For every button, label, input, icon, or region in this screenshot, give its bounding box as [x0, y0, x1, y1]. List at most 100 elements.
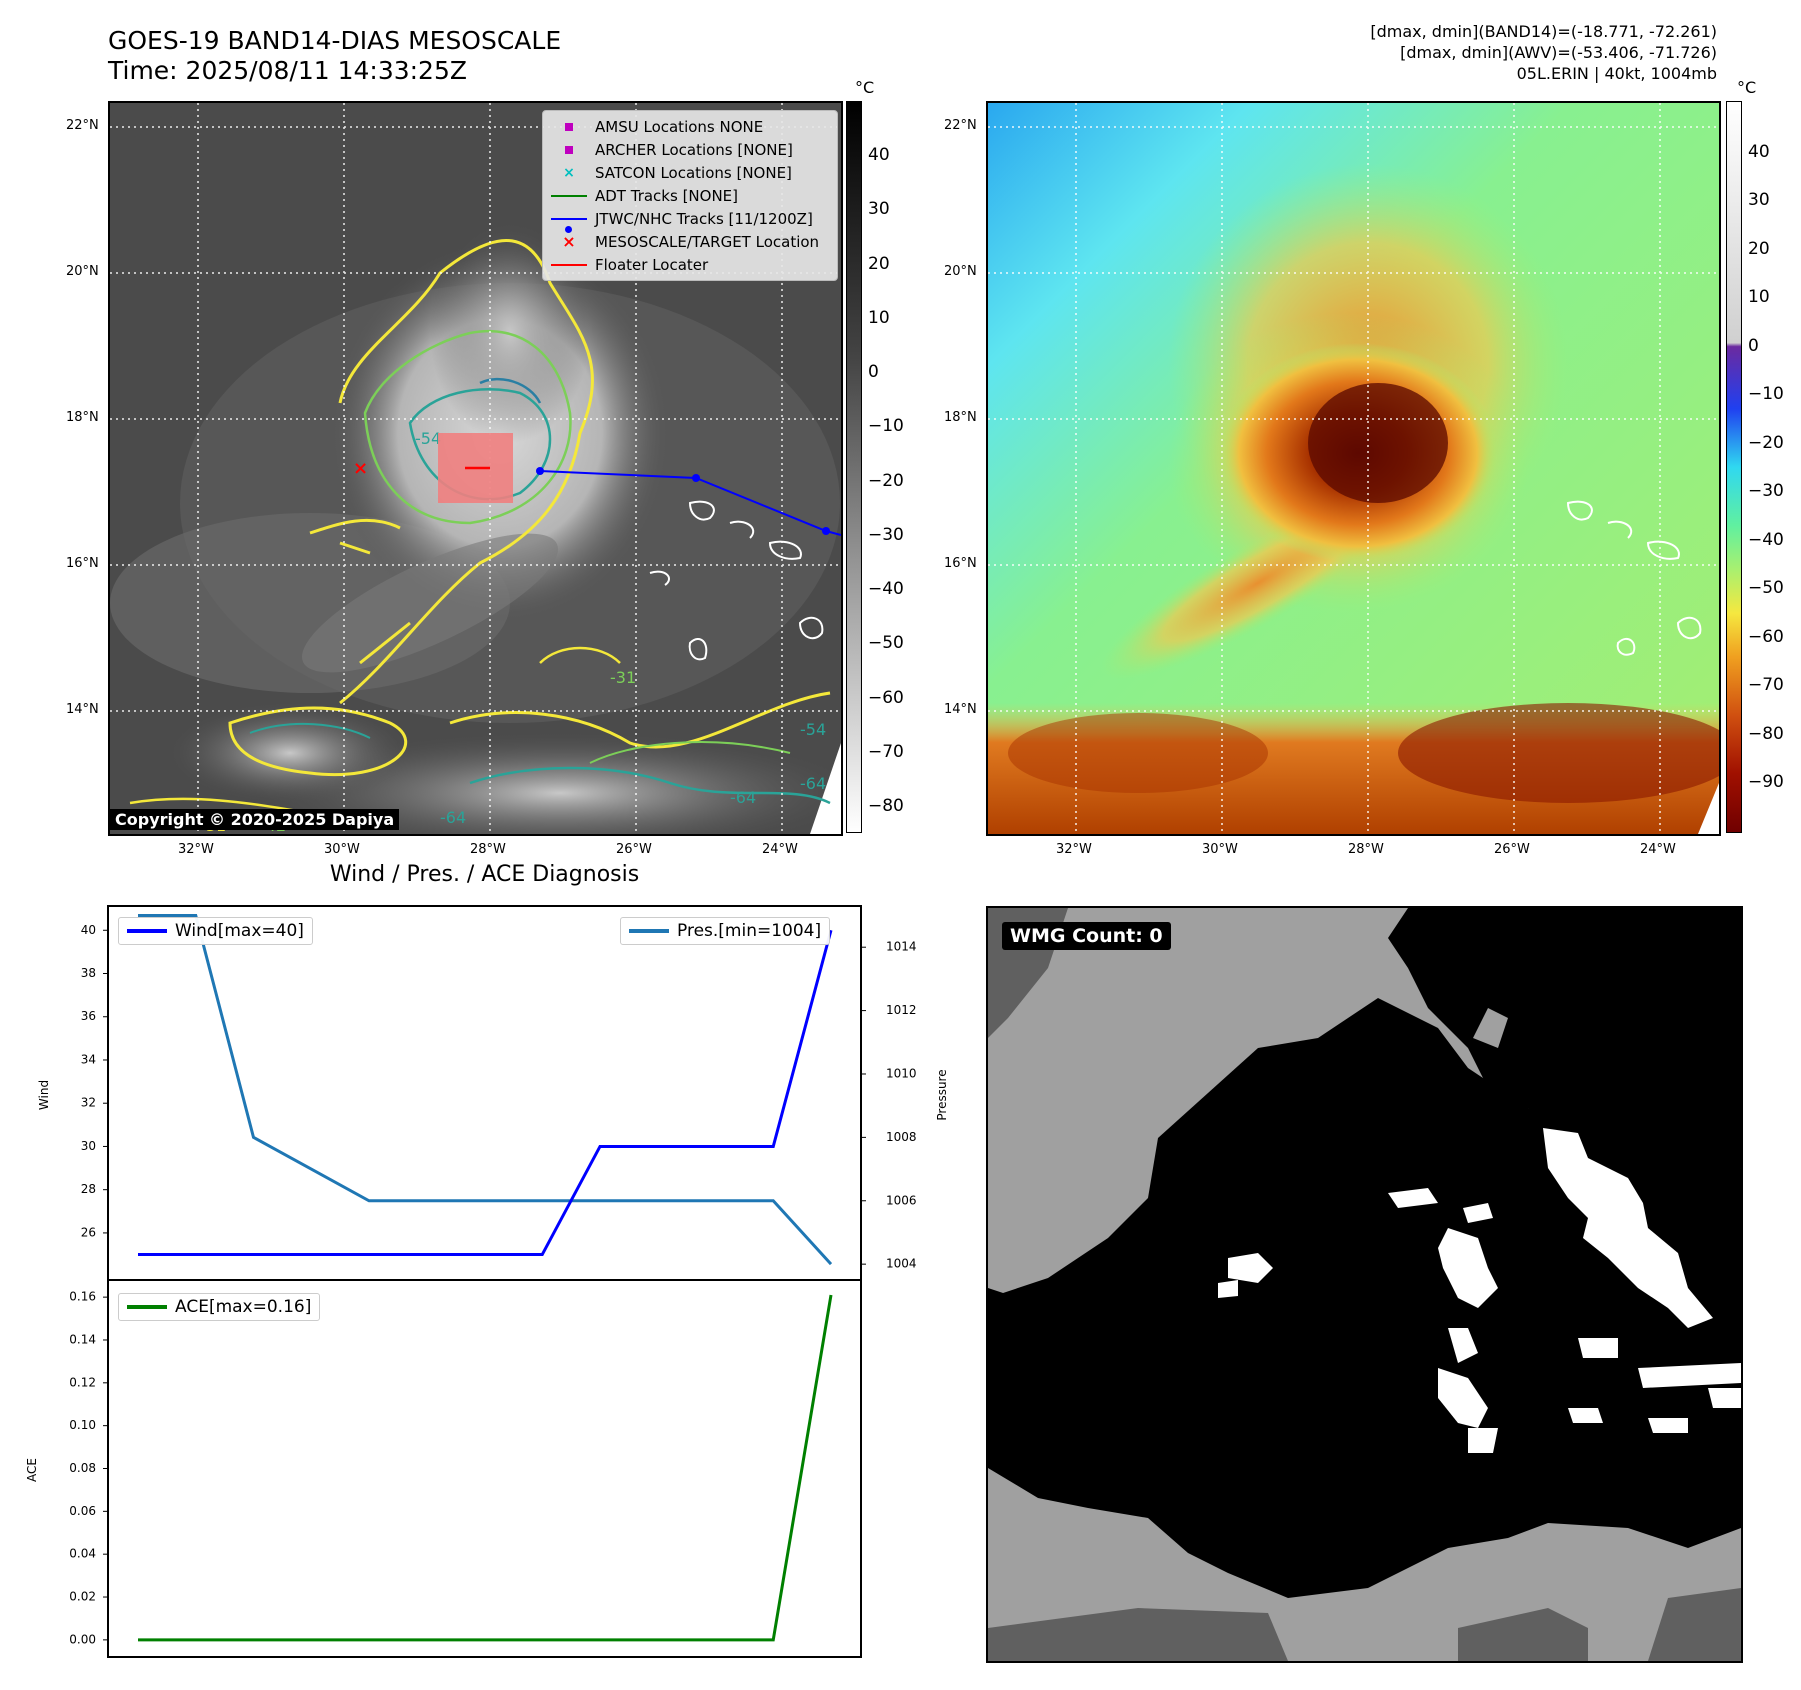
- ace-axis-label: ACE: [25, 1458, 39, 1482]
- contour-label: -64: [800, 774, 826, 793]
- square-marker-icon: [551, 122, 587, 131]
- ir-colorbar-tick: −80: [868, 796, 904, 816]
- awv-info-line1: [dmax, dmin](BAND14)=(-18.771, -72.261): [1370, 22, 1717, 41]
- wind-tick-label: 28: [81, 1182, 96, 1196]
- contour-label: -64: [730, 788, 756, 807]
- ir-lon-tick: 28°W: [470, 842, 506, 857]
- awv-colorbar-tick: 40: [1748, 142, 1770, 162]
- ir-lat-tick: 14°N: [66, 702, 99, 717]
- ir-lat-tick: 16°N: [66, 556, 99, 571]
- pressure-tick-label: 1010: [886, 1066, 917, 1080]
- awv-colorbar-tick: −60: [1748, 627, 1784, 647]
- contour-label: -54: [800, 720, 826, 739]
- ace-line-swatch-icon: [127, 1305, 167, 1309]
- awv-colorbar-tick: −40: [1748, 530, 1784, 550]
- ace-tick-label: 0.12: [69, 1375, 96, 1389]
- x-marker-icon: ×: [562, 232, 576, 251]
- legend-label: ARCHER Locations [NONE]: [595, 140, 793, 159]
- ir-lon-tick: 24°W: [762, 842, 798, 857]
- wind-series-line: [138, 929, 833, 1257]
- wind-tick-label: 26: [81, 1225, 96, 1239]
- ace-axes: [107, 1279, 862, 1658]
- ace-legend: ACE[max=0.16]: [118, 1293, 321, 1321]
- ir-lat-tick: 22°N: [66, 118, 99, 133]
- line-marker-icon: [551, 194, 587, 197]
- line-marker-icon: [551, 263, 587, 266]
- legend-item-floater: Floater Locater: [551, 253, 829, 276]
- ace-tick-label: 0.02: [69, 1590, 96, 1604]
- contour-label: -64: [440, 808, 466, 827]
- ir-lat-tick: 18°N: [66, 410, 99, 425]
- awv-colorbar: [1726, 101, 1742, 833]
- ir-colorbar-tick: −40: [868, 579, 904, 599]
- ace-tick-label: 0.14: [69, 1332, 96, 1346]
- ir-colorbar-tick: −10: [868, 416, 904, 436]
- legend-label: Floater Locater: [595, 255, 709, 274]
- ace-legend-label: ACE[max=0.16]: [175, 1297, 312, 1317]
- legend-item-jtwc: JTWC/NHC Tracks [11/1200Z]: [551, 207, 829, 233]
- ir-colorbar-tick: 40: [868, 145, 890, 165]
- pressure-legend: Pres.[min=1004]: [620, 917, 831, 945]
- ace-tick-label: 0.16: [69, 1290, 96, 1304]
- ir-lat-tick: 20°N: [66, 264, 99, 279]
- awv-lat-tick: 16°N: [944, 556, 977, 571]
- awv-lon-tick: 26°W: [1494, 842, 1530, 857]
- legend-item-mesoscale: × MESOSCALE/TARGET Location: [551, 230, 829, 253]
- legend-label: AMSU Locations NONE: [595, 117, 764, 136]
- wind-tick-label: 40: [81, 923, 96, 937]
- awv-lon-tick: 24°W: [1640, 842, 1676, 857]
- pressure-series-line: [138, 914, 833, 1266]
- wind-line-swatch-icon: [127, 929, 167, 933]
- awv-image: [988, 103, 1719, 834]
- wind-tick-label: 32: [81, 1096, 96, 1110]
- ace-series-line: [138, 1294, 833, 1642]
- pressure-tick-label: 1004: [886, 1257, 917, 1271]
- awv-lat-tick: 20°N: [944, 264, 977, 279]
- ir-map: -54 -31 -54 -64 -64 -64 -31 -42 × AMSU L…: [108, 101, 843, 836]
- ir-colorbar-tick: 10: [868, 308, 890, 328]
- awv-colorbar-tick: −80: [1748, 724, 1784, 744]
- awv-colorbar-tick: −20: [1748, 433, 1784, 453]
- awv-lon-tick: 30°W: [1202, 842, 1238, 857]
- awv-lat-tick: 14°N: [944, 702, 977, 717]
- legend-label: MESOSCALE/TARGET Location: [595, 232, 820, 251]
- awv-colorbar-tick: 20: [1748, 239, 1770, 259]
- ir-colorbar-tick: 30: [868, 199, 890, 219]
- wmg-count-label: WMG Count: 0: [1002, 922, 1171, 950]
- awv-info-line3: 05L.ERIN | 40kt, 1004mb: [1516, 64, 1717, 83]
- ir-colorbar-tick: −50: [868, 633, 904, 653]
- wmg-image: [988, 908, 1741, 1661]
- awv-colorbar-tick: 30: [1748, 190, 1770, 210]
- wind-tick-label: 38: [81, 966, 96, 980]
- ir-lon-tick: 30°W: [324, 842, 360, 857]
- pressure-tick-label: 1008: [886, 1130, 917, 1144]
- wind-axis-label: Wind: [37, 1080, 51, 1110]
- contour-label: -54: [415, 429, 441, 448]
- ir-colorbar-tick: −30: [868, 525, 904, 545]
- wind-legend: Wind[max=40]: [118, 917, 313, 945]
- ir-colorbar-tick: 20: [868, 254, 890, 274]
- contour-label: -31: [610, 668, 636, 687]
- ir-title-line2: Time: 2025/08/11 14:33:25Z: [108, 56, 467, 85]
- legend-label: JTWC/NHC Tracks [11/1200Z]: [595, 209, 813, 228]
- wind-tick-label: 34: [81, 1052, 96, 1066]
- ir-colorbar-tick: −70: [868, 742, 904, 762]
- diagnosis-title: Wind / Pres. / ACE Diagnosis: [329, 862, 640, 887]
- ir-colorbar-tick: −20: [868, 471, 904, 491]
- wmg-map: WMG Count: 0: [986, 906, 1743, 1663]
- pressure-tick-label: 1014: [886, 940, 917, 954]
- awv-colorbar-tick: −10: [1748, 384, 1784, 404]
- legend-item-satcon: × SATCON Locations [NONE]: [551, 161, 829, 184]
- pressure-tick-label: 1006: [886, 1193, 917, 1207]
- pressure-legend-label: Pres.[min=1004]: [677, 921, 822, 941]
- ir-colorbar-tick: −60: [868, 688, 904, 708]
- ir-lon-tick: 26°W: [616, 842, 652, 857]
- awv-lon-tick: 28°W: [1348, 842, 1384, 857]
- ir-title-line1: GOES-19 BAND14-DIAS MESOSCALE: [108, 26, 562, 55]
- legend-label: SATCON Locations [NONE]: [595, 163, 792, 182]
- ace-tick-label: 0.08: [69, 1461, 96, 1475]
- pressure-line-swatch-icon: [629, 929, 669, 933]
- ace-tick-label: 0.06: [69, 1504, 96, 1518]
- awv-lat-tick: 18°N: [944, 410, 977, 425]
- ir-lon-tick: 32°W: [178, 842, 214, 857]
